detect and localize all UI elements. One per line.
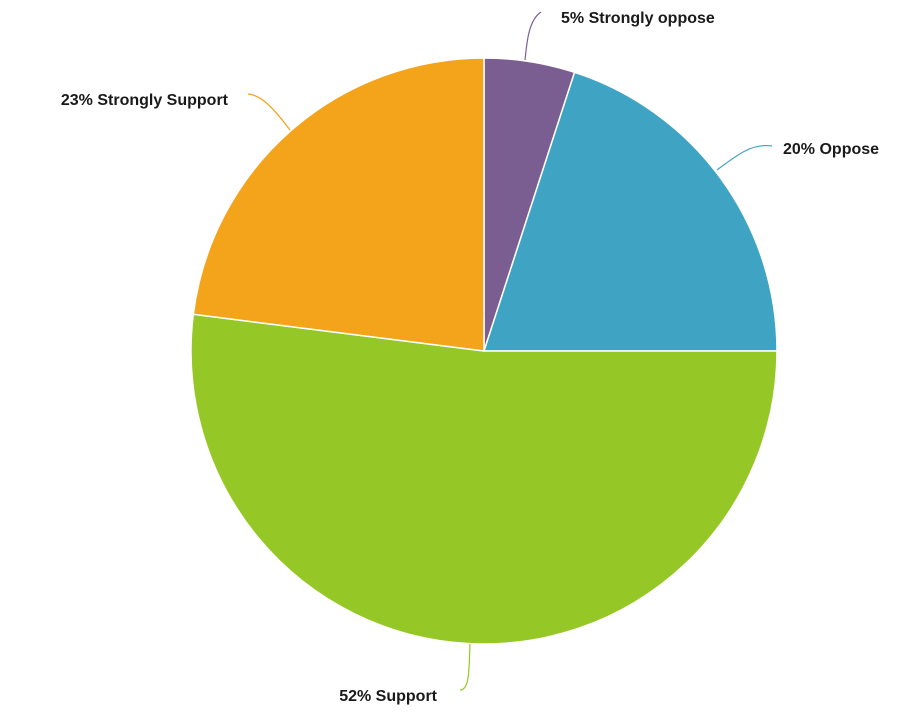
data-label-strongly-oppose: 5% Strongly oppose — [561, 10, 715, 27]
leader-line-strongly-support — [247, 93, 291, 131]
leader-line-support — [459, 643, 471, 691]
data-label-support: 52% Support — [339, 688, 437, 705]
pie-slice-support — [190, 313, 778, 645]
pie-slice-strongly-support — [192, 57, 485, 352]
slices-layer — [190, 57, 778, 645]
data-labels-layer: 5% Strongly oppose 20% Oppose 52% Support 2… — [61, 10, 879, 705]
leader-lines-layer — [247, 11, 773, 691]
data-label-oppose: 20% Oppose — [783, 141, 879, 158]
leader-line-strongly-oppose — [524, 11, 542, 61]
data-label-strongly-support: 23% Strongly Support — [61, 92, 229, 109]
pie-slice-oppose — [482, 71, 778, 352]
leader-line-oppose — [716, 144, 773, 171]
